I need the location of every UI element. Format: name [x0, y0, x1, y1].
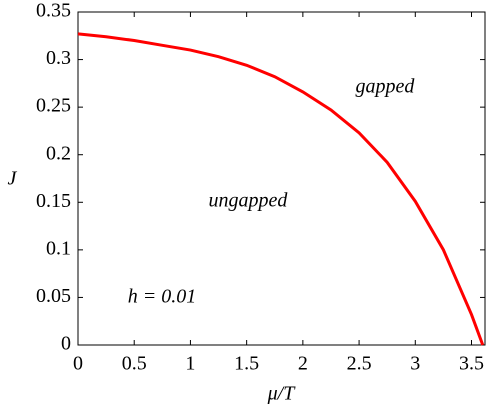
x-axis-label: μ/T: [267, 383, 297, 405]
x-tick-label: 1.5: [234, 353, 259, 375]
y-tick-label: 0.2: [46, 142, 71, 164]
x-tick-label: 3: [410, 353, 420, 375]
x-tick-label: 2.5: [347, 353, 372, 375]
annotation: ungapped: [209, 190, 289, 212]
y-tick-label: 0.35: [36, 0, 71, 22]
y-tick-label: 0.25: [36, 95, 71, 117]
annotation: h = 0.01: [128, 286, 197, 308]
x-tick-label: 0: [73, 353, 83, 375]
data-line: [77, 32, 485, 346]
y-tick-label: 0: [61, 333, 71, 355]
y-tick-label: 0.05: [36, 285, 71, 307]
annotation: gapped: [356, 76, 416, 98]
x-tick-label: 3.5: [459, 353, 484, 375]
y-tick-label: 0.3: [46, 47, 71, 69]
x-tick-label: 2: [298, 353, 308, 375]
y-tick-label: 0.15: [36, 190, 71, 212]
plot-frame: [77, 11, 486, 346]
x-tick-label: 1: [185, 353, 195, 375]
x-tick-label: 0.5: [122, 353, 147, 375]
y-tick-label: 0.1: [46, 237, 71, 259]
y-axis-label: J: [8, 168, 18, 190]
